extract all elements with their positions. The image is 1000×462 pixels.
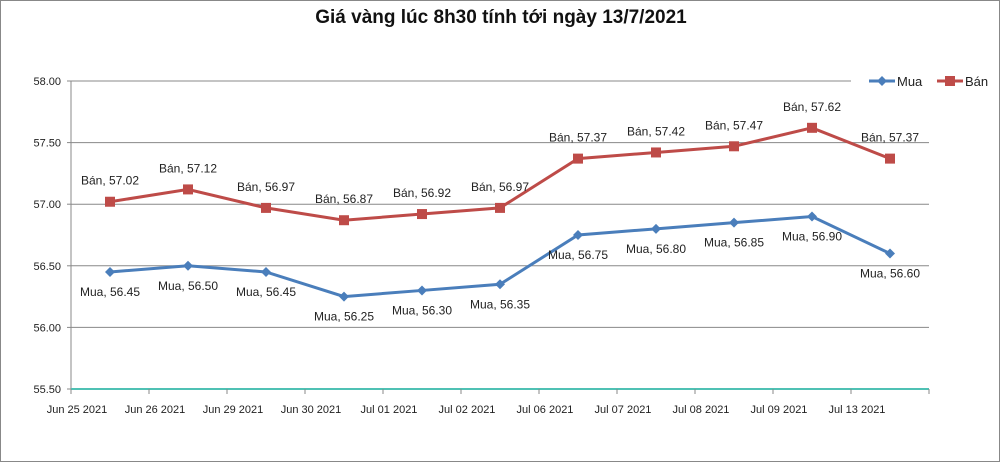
data-point-marker bbox=[183, 184, 193, 195]
data-point-marker bbox=[807, 122, 817, 133]
data-label: Mua, 56.45 bbox=[236, 285, 296, 299]
x-tick-label: Jul 08 2021 bbox=[673, 404, 730, 416]
x-tick-label: Jun 30 2021 bbox=[281, 404, 342, 416]
data-label: Bán, 56.97 bbox=[471, 180, 529, 194]
data-label: Mua, 56.50 bbox=[158, 279, 218, 293]
data-label: Mua, 56.45 bbox=[80, 285, 140, 299]
data-point-marker bbox=[495, 279, 505, 290]
data-point-marker bbox=[729, 141, 739, 152]
x-tick-label: Jun 26 2021 bbox=[125, 404, 186, 416]
data-label: Bán, 57.37 bbox=[861, 131, 919, 145]
y-tick-label: 57.00 bbox=[33, 199, 61, 211]
y-tick-label: 57.50 bbox=[33, 138, 61, 150]
data-label: Mua, 56.85 bbox=[704, 236, 764, 250]
data-point-marker bbox=[573, 153, 583, 164]
data-label: Mua, 56.80 bbox=[626, 242, 686, 256]
data-point-marker bbox=[885, 153, 895, 164]
data-label: Mua, 56.30 bbox=[392, 303, 452, 317]
legend-marker bbox=[877, 76, 887, 86]
y-tick-label: 56.50 bbox=[33, 261, 61, 273]
legend-label: Mua bbox=[897, 74, 923, 89]
data-point-marker bbox=[339, 291, 349, 302]
data-point-marker bbox=[339, 215, 349, 226]
data-label: Bán, 57.12 bbox=[159, 161, 217, 175]
legend-marker bbox=[945, 76, 955, 86]
legend-label: Bán bbox=[965, 74, 988, 89]
y-tick-label: 58.00 bbox=[33, 76, 61, 88]
data-label: Bán, 57.42 bbox=[627, 124, 685, 138]
data-point-marker bbox=[885, 248, 895, 259]
data-label: Bán, 57.62 bbox=[783, 100, 841, 114]
data-label: Mua, 56.90 bbox=[782, 230, 842, 244]
data-label: Bán, 56.92 bbox=[393, 186, 451, 200]
x-tick-label: Jul 09 2021 bbox=[751, 404, 808, 416]
data-point-marker bbox=[729, 217, 739, 228]
data-label: Bán, 57.02 bbox=[81, 174, 139, 188]
data-label: Bán, 57.37 bbox=[549, 131, 607, 145]
data-point-marker bbox=[183, 260, 193, 271]
data-point-marker bbox=[495, 202, 505, 213]
data-point-marker bbox=[651, 147, 661, 158]
x-tick-label: Jul 01 2021 bbox=[361, 404, 418, 416]
data-point-marker bbox=[261, 266, 271, 277]
data-label: Mua, 56.75 bbox=[548, 248, 608, 262]
y-tick-label: 56.00 bbox=[33, 322, 61, 334]
x-tick-label: Jul 13 2021 bbox=[829, 404, 886, 416]
y-tick-label: 55.50 bbox=[33, 384, 61, 396]
data-label: Bán, 57.47 bbox=[705, 118, 763, 132]
data-label: Bán, 56.87 bbox=[315, 192, 373, 206]
data-label: Mua, 56.35 bbox=[470, 297, 530, 311]
data-point-marker bbox=[105, 196, 115, 207]
x-tick-label: Jul 06 2021 bbox=[517, 404, 574, 416]
data-point-marker bbox=[417, 209, 427, 220]
data-point-marker bbox=[261, 202, 271, 213]
data-label: Bán, 56.97 bbox=[237, 180, 295, 194]
data-point-marker bbox=[417, 285, 427, 296]
data-label: Mua, 56.25 bbox=[314, 310, 374, 324]
data-point-marker bbox=[651, 223, 661, 234]
x-tick-label: Jul 02 2021 bbox=[439, 404, 496, 416]
chart-title: Giá vàng lúc 8h30 tính tới ngày 13/7/202… bbox=[315, 7, 687, 28]
x-tick-label: Jun 25 2021 bbox=[47, 404, 108, 416]
x-tick-label: Jun 29 2021 bbox=[203, 404, 264, 416]
data-point-marker bbox=[105, 266, 115, 277]
data-label: Mua, 56.60 bbox=[860, 266, 920, 280]
data-point-marker bbox=[807, 211, 817, 222]
data-point-marker bbox=[573, 230, 583, 240]
x-tick-label: Jul 07 2021 bbox=[595, 404, 652, 416]
